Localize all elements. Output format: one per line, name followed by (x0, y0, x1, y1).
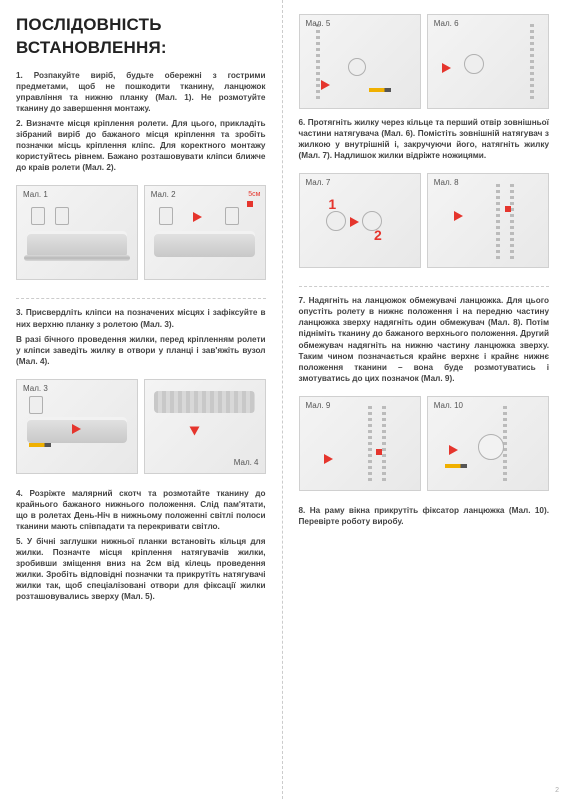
figure-4: Мал. 4 (144, 379, 266, 474)
page-title: ПОСЛІДОВНІСТЬ ВСТАНОВЛЕННЯ: (16, 14, 266, 60)
fig-row-5-6: Мал. 5 Мал. 6 (299, 14, 550, 109)
step-8: 8. На раму вікна прикрутіть фіксатор лан… (299, 505, 550, 527)
step-3b: В разі бічного проведення жилки, перед к… (16, 334, 266, 367)
figure-7: Мал. 7 1 2 (299, 173, 421, 268)
figure-label: Мал. 5 (306, 19, 331, 30)
left-column: ПОСЛІДОВНІСТЬ ВСТАНОВЛЕННЯ: 1. Розпакуйт… (0, 0, 283, 799)
step-3a: 3. Присвердліть кліпси на позначених міс… (16, 307, 266, 329)
figure-label: Мал. 10 (434, 401, 463, 412)
callout-number: 1 (328, 195, 336, 214)
figure-label: Мал. 1 (23, 190, 48, 201)
step-2: 2. Визначте місця кріплення ролети. Для … (16, 118, 266, 173)
figure-label: Мал. 3 (23, 384, 48, 395)
fig-row-7-8: Мал. 7 1 2 Мал. 8 (299, 173, 550, 268)
fig-row-9-10: Мал. 9 Мал. 10 (299, 396, 550, 491)
fig-row-1-2: Мал. 1 Мал. 2 5см (16, 185, 266, 280)
figure-label: Мал. 8 (434, 178, 459, 189)
figure-5: Мал. 5 (299, 14, 421, 109)
figure-1: Мал. 1 (16, 185, 138, 280)
figure-label: Мал. 2 (151, 190, 176, 201)
step-7: 7. Надягніть на ланцюжок обмежувачі ланц… (299, 295, 550, 384)
step-5: 5. У бічні заглушки нижньої планки встан… (16, 536, 266, 602)
page-number: 2 (555, 786, 559, 795)
dimension-label: 5см (248, 190, 260, 199)
figure-label: Мал. 7 (306, 178, 331, 189)
step-6: 6. Протягніть жилку через кільце та перш… (299, 117, 550, 161)
figure-6: Мал. 6 (427, 14, 549, 109)
figure-8: Мал. 8 (427, 173, 549, 268)
fig-row-3-4: Мал. 3 Мал. 4 (16, 379, 266, 474)
figure-10: Мал. 10 (427, 396, 549, 491)
section-divider (16, 298, 266, 299)
section-divider (299, 286, 550, 287)
figure-3: Мал. 3 (16, 379, 138, 474)
figure-9: Мал. 9 (299, 396, 421, 491)
figure-label: Мал. 9 (306, 401, 331, 412)
figure-label: Мал. 4 (234, 458, 259, 469)
right-column: Мал. 5 Мал. 6 6. Протягніть жилку через … (283, 0, 565, 799)
step-1: 1. Розпакуйте виріб, будьте обережні з г… (16, 70, 266, 114)
figure-2: Мал. 2 5см (144, 185, 266, 280)
figure-label: Мал. 6 (434, 19, 459, 30)
step-4: 4. Розріжте малярний скотч та розмотайте… (16, 488, 266, 532)
callout-number: 2 (374, 226, 382, 245)
